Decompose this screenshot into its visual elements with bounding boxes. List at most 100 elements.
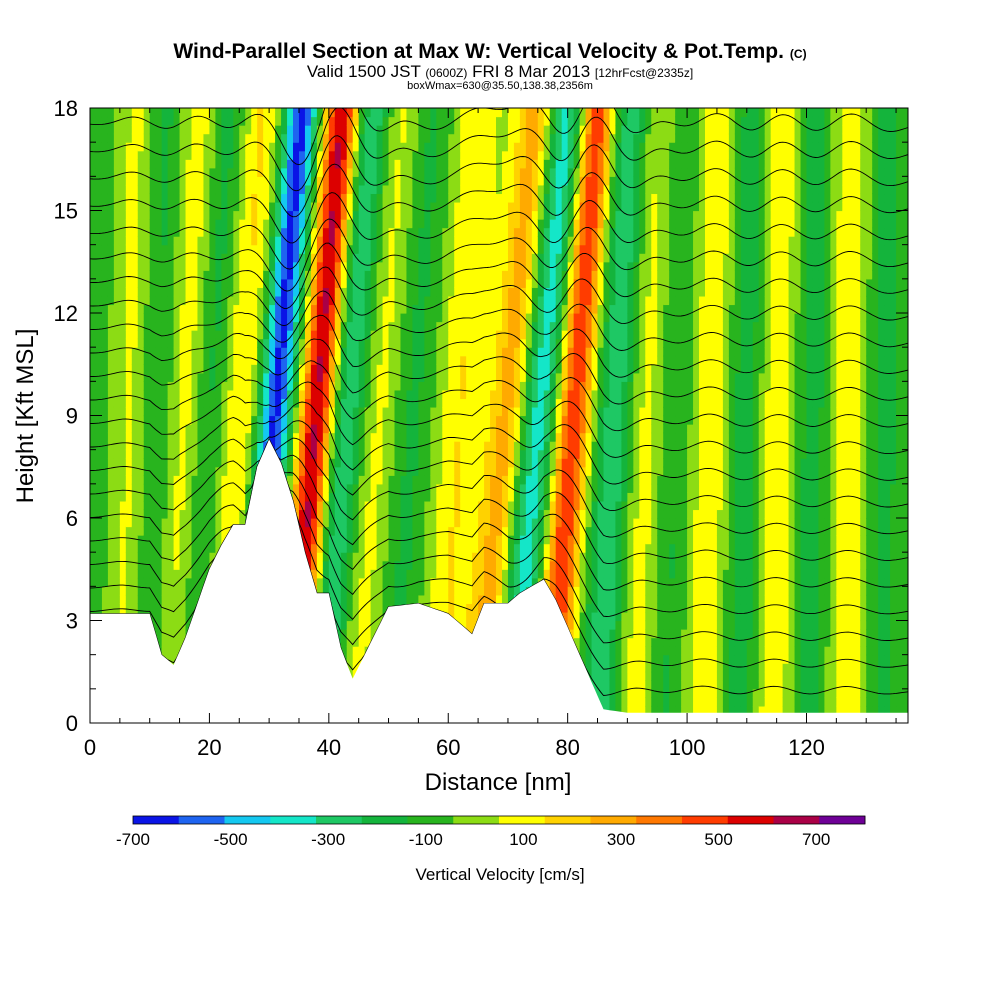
velocity-cell	[370, 244, 378, 254]
velocity-cell	[179, 389, 187, 400]
velocity-cell	[119, 449, 127, 459]
velocity-cell	[442, 543, 449, 553]
velocity-cell	[400, 355, 408, 365]
velocity-cell	[328, 398, 336, 408]
velocity-cell	[376, 415, 384, 425]
velocity-cell	[209, 415, 216, 425]
velocity-cell	[304, 236, 312, 246]
velocity-cell	[167, 424, 175, 434]
velocity-cell	[149, 108, 157, 118]
velocity-cell	[370, 449, 378, 459]
velocity-cell	[113, 347, 121, 357]
velocity-cell	[155, 449, 163, 459]
velocity-cell	[472, 543, 479, 553]
velocity-cell	[191, 424, 199, 434]
velocity-cell	[155, 637, 163, 647]
velocity-cell	[316, 466, 324, 476]
velocity-cell	[137, 108, 145, 118]
velocity-cell	[304, 227, 312, 237]
velocity-cell	[316, 270, 324, 280]
velocity-cell	[400, 415, 408, 425]
velocity-cell	[233, 295, 240, 306]
velocity-cell	[430, 569, 437, 579]
velocity-cell	[137, 492, 145, 502]
velocity-cell	[203, 193, 211, 203]
velocity-cell	[394, 244, 402, 254]
velocity-cell	[161, 133, 169, 143]
velocity-cell	[227, 167, 234, 177]
velocity-cell	[107, 424, 115, 434]
velocity-cell	[376, 244, 384, 254]
velocity-cell	[484, 415, 491, 425]
velocity-cell	[131, 176, 139, 186]
velocity-cell	[95, 313, 103, 323]
velocity-cell	[496, 244, 503, 254]
velocity-cell	[161, 381, 169, 391]
velocity-cell	[310, 338, 318, 348]
velocity-cell	[131, 330, 139, 340]
velocity-cell	[298, 236, 306, 246]
velocity-cell	[346, 355, 354, 365]
velocity-cell	[245, 159, 252, 169]
velocity-cell	[400, 560, 408, 570]
velocity-cell	[221, 210, 228, 220]
velocity-cell	[436, 586, 443, 596]
velocity-cell	[472, 509, 479, 519]
velocity-cell	[388, 313, 396, 323]
velocity-cell	[436, 483, 443, 493]
velocity-cell	[376, 543, 384, 553]
velocity-cell	[143, 577, 151, 587]
velocity-cell	[131, 227, 139, 237]
velocity-cell	[352, 108, 360, 118]
velocity-cell	[436, 577, 443, 587]
velocity-cell	[418, 535, 425, 545]
velocity-cell	[185, 270, 193, 280]
velocity-cell	[185, 176, 193, 186]
velocity-cell	[358, 278, 366, 288]
velocity-cell	[460, 586, 467, 596]
velocity-cell	[460, 381, 467, 391]
velocity-cell	[490, 142, 497, 152]
velocity-cell	[496, 261, 503, 271]
velocity-cell	[382, 552, 390, 562]
velocity-cell	[388, 253, 396, 263]
velocity-cell	[484, 569, 491, 579]
velocity-cell	[412, 475, 419, 485]
velocity-cell	[293, 219, 300, 229]
velocity-cell	[131, 594, 139, 605]
velocity-cell	[233, 372, 240, 382]
velocity-cell	[394, 355, 402, 365]
velocity-cell	[221, 193, 228, 203]
velocity-cell	[340, 475, 348, 485]
velocity-cell	[490, 125, 497, 135]
velocity-cell	[484, 142, 491, 152]
velocity-cell	[346, 347, 354, 357]
velocity-cell	[143, 364, 151, 374]
velocity-cell	[328, 150, 336, 160]
subtitle-date: FRI 8 Mar 2013	[472, 62, 590, 81]
velocity-cell	[227, 509, 234, 519]
velocity-cell	[239, 159, 246, 169]
velocity-cell	[209, 142, 216, 152]
velocity-cell	[370, 142, 378, 152]
velocity-cell	[322, 398, 330, 408]
velocity-cell	[143, 295, 151, 306]
velocity-cell	[155, 244, 163, 254]
velocity-cell	[101, 458, 109, 468]
velocity-cell	[460, 193, 467, 203]
velocity-cell	[155, 518, 163, 528]
velocity-cell	[340, 389, 348, 400]
velocity-cell	[424, 364, 431, 374]
velocity-cell	[334, 569, 342, 579]
velocity-cell	[101, 389, 109, 400]
velocity-cell	[227, 432, 234, 442]
velocity-cell	[137, 270, 145, 280]
velocity-cell	[119, 372, 127, 382]
velocity-cell	[358, 569, 366, 579]
velocity-cell	[448, 364, 455, 374]
velocity-cell	[388, 475, 396, 485]
velocity-cell	[394, 167, 402, 177]
velocity-cell	[275, 381, 282, 391]
velocity-cell	[448, 603, 455, 613]
velocity-cell	[310, 270, 318, 280]
